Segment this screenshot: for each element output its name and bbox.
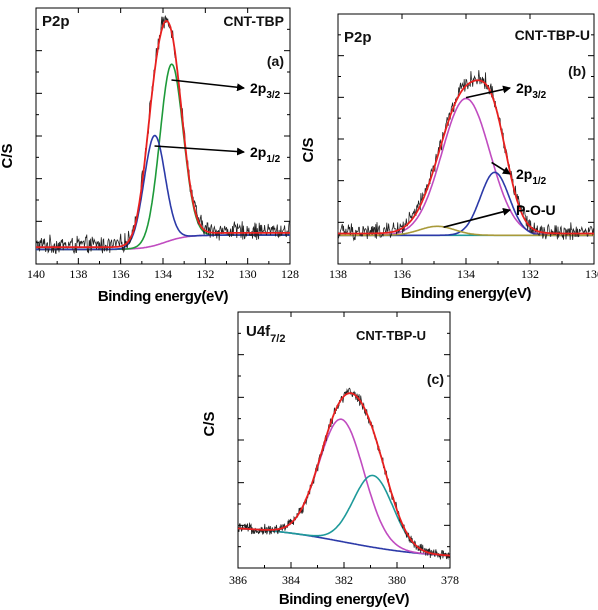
envelope-fit xyxy=(36,19,290,249)
title-left-c: U4f7/2 xyxy=(246,323,285,345)
x-ticks-b: 138 136 134 132 130 xyxy=(329,14,598,281)
annotation-arrow xyxy=(465,85,511,99)
x-tick-label: 128 xyxy=(281,267,299,281)
x-tick-label: 138 xyxy=(329,267,347,281)
x-tick-label: 130 xyxy=(239,267,257,281)
x-tick-label: 132 xyxy=(196,267,214,281)
annotation-label: 2p3/2 xyxy=(516,80,547,101)
peak-component xyxy=(338,225,594,237)
panel-label-b: (b) xyxy=(568,63,586,79)
x-ticks-c: 386 384 382 380 378 xyxy=(229,312,459,587)
raw-spectrum xyxy=(35,15,291,255)
annotation-label: 2p1/2 xyxy=(516,166,547,187)
y-ticks-b xyxy=(338,34,594,244)
panel-label-c: (c) xyxy=(427,371,444,387)
annotation-arrow xyxy=(491,161,511,175)
x-tick-label: 130 xyxy=(585,267,598,281)
envelope-fit xyxy=(338,79,594,235)
peak-component xyxy=(237,418,451,557)
annotations-b: 2p3/2 2p1/2 P-O-U xyxy=(443,80,556,228)
plot-area-c xyxy=(237,387,451,560)
x-tick-label: 380 xyxy=(388,573,406,587)
x-axis-label-c: Binding energy(eV) xyxy=(279,591,410,608)
plot-frame-a xyxy=(35,7,291,265)
x-tick-label: 382 xyxy=(335,573,353,587)
peak-component xyxy=(36,134,290,251)
x-tick-label: 140 xyxy=(27,267,45,281)
x-ticks-a: 140 138 136 134 132 130 128 xyxy=(27,8,299,281)
title-left-b: P2p xyxy=(344,29,372,46)
y-axis-label-a: C/S xyxy=(0,143,16,168)
annotation-arrow xyxy=(154,145,245,156)
raw-spectrum xyxy=(337,70,595,242)
title-left-c-sub: 7/2 xyxy=(270,333,285,345)
title-right-c: CNT-TBP-U xyxy=(356,328,426,343)
peak-component xyxy=(237,474,450,557)
annotation-label: P-O-U xyxy=(516,202,556,218)
raw-spectrum xyxy=(237,387,451,560)
annotations-a: 2p3/2 2p1/2 xyxy=(154,79,281,165)
title-right-b: CNT-TBP-U xyxy=(515,27,590,43)
title-left-a: P2p xyxy=(42,13,70,30)
x-axis-label-b: Binding energy(eV) xyxy=(401,285,532,302)
annotation-label: 2p1/2 xyxy=(250,144,281,165)
x-tick-label: 384 xyxy=(282,573,300,587)
x-tick-label: 132 xyxy=(521,267,539,281)
y-axis-label-c: C/S xyxy=(201,411,218,436)
x-tick-label: 134 xyxy=(457,267,475,281)
x-axis-label-a: Binding energy(eV) xyxy=(98,288,229,305)
x-tick-label: 138 xyxy=(69,267,87,281)
title-right-a: CNT-TBP xyxy=(223,13,284,29)
x-tick-label: 136 xyxy=(112,267,130,281)
plot-area-a xyxy=(35,15,291,255)
y-axis-label-b: C/S xyxy=(300,137,317,162)
panel-b: C/S 138 136 134 132 130 P2p CNT-TBP-U (b) 2p… xyxy=(300,13,598,302)
panel-label-a: (a) xyxy=(267,53,284,69)
annotation-label: 2p3/2 xyxy=(250,80,281,101)
title-left-c-main: U4f xyxy=(246,323,271,340)
panel-a: C/S 140 138 136 134 132 130 128 P2p CNT-TBP (a… xyxy=(0,7,299,305)
x-tick-label: 386 xyxy=(229,573,247,587)
x-tick-label: 136 xyxy=(393,267,411,281)
panel-c: C/S 386 384 382 380 378 U4f7/2 CNT-TBP-U (c)… xyxy=(201,311,459,608)
plot-area-b xyxy=(337,70,595,242)
x-tick-label: 378 xyxy=(441,573,459,587)
annotation-arrow xyxy=(443,207,511,228)
y-ticks-a xyxy=(36,28,290,244)
y-ticks-c xyxy=(238,332,450,548)
envelope-fit xyxy=(237,392,450,557)
annotation-arrow xyxy=(171,79,245,92)
x-tick-label: 134 xyxy=(154,267,172,281)
